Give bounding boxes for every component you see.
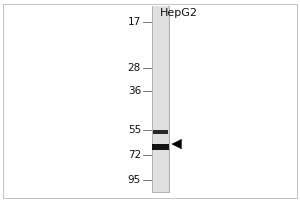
Text: 17: 17: [128, 17, 141, 27]
Polygon shape: [172, 139, 182, 149]
Bar: [153, 6, 168, 192]
Bar: [153, 130, 168, 134]
Text: 72: 72: [128, 150, 141, 160]
Text: 36: 36: [128, 86, 141, 96]
Bar: [152, 6, 169, 192]
Text: HepG2: HepG2: [160, 8, 197, 18]
Bar: [152, 144, 169, 150]
Text: 28: 28: [128, 63, 141, 73]
Text: 95: 95: [128, 175, 141, 185]
Text: 55: 55: [128, 125, 141, 135]
